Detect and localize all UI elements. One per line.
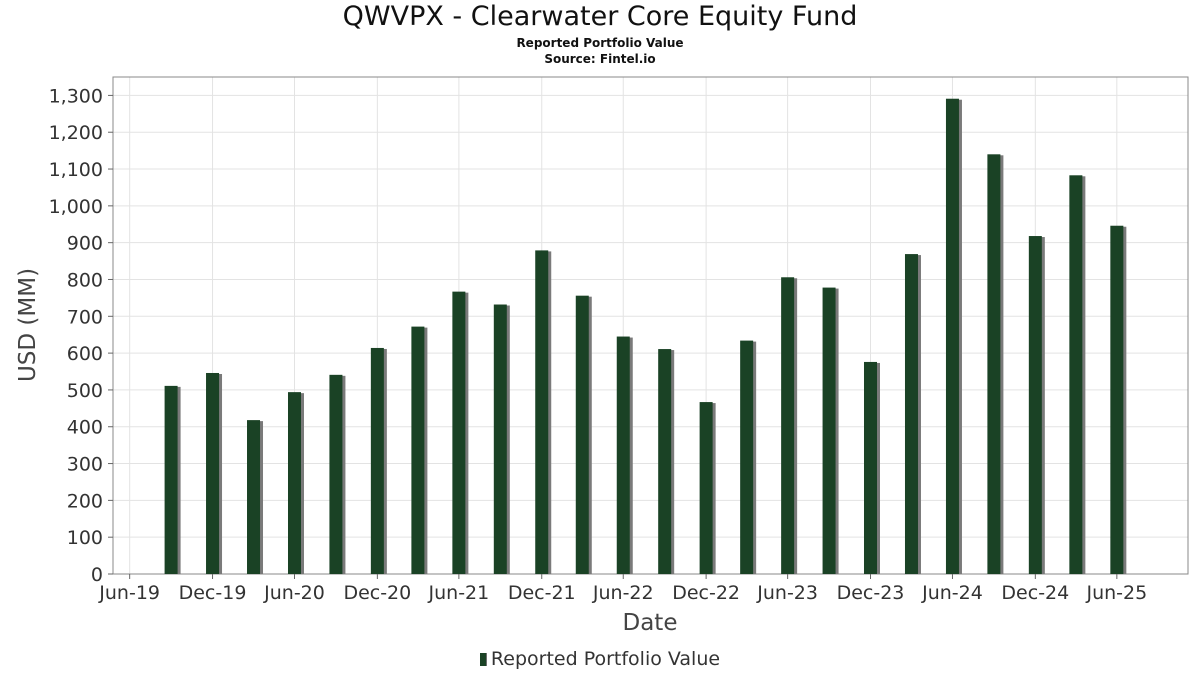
y-tick-label: 600 (67, 343, 103, 365)
legend-label: Reported Portfolio Value (490, 648, 721, 670)
bar (535, 250, 549, 575)
chart-subtitle: Reported Portfolio Value (516, 36, 684, 50)
chart-title: QWVPX - Clearwater Core Equity Fund (342, 1, 858, 32)
bar (452, 291, 466, 574)
y-tick-label: 1,000 (49, 196, 103, 218)
y-tick-label: 800 (67, 269, 103, 291)
y-tick-label: 100 (67, 527, 103, 549)
y-tick-label: 0 (91, 564, 103, 586)
y-axis-title: USD (MM) (15, 268, 41, 382)
x-tick-label: Dec-21 (508, 582, 576, 604)
bar (987, 154, 1001, 575)
x-axis-title: Date (623, 610, 678, 636)
bars (164, 98, 1127, 575)
bar (699, 402, 713, 574)
x-axis-ticks: Jun-19 Dec-19 Jun-20 Dec-20 Jun-21 Dec-21 Jun-… (98, 574, 1147, 604)
y-tick-label: 900 (67, 233, 103, 255)
bar (740, 340, 754, 574)
bar (287, 392, 301, 574)
bar (206, 372, 220, 574)
x-tick-label: Jun-20 (263, 582, 325, 604)
y-tick-label: 200 (67, 490, 103, 512)
bar (411, 326, 425, 574)
bar-chart: 0 100 200 300 400 500 600 700 800 900 1,000 1,100 1,… (15, 76, 1189, 636)
bar (247, 420, 261, 574)
bar (904, 254, 918, 574)
bar (575, 295, 589, 574)
x-tick-label: Dec-22 (672, 582, 740, 604)
x-tick-label: Jun-25 (1085, 582, 1147, 604)
bar (863, 361, 877, 574)
plot-frame (112, 76, 1189, 575)
bar (945, 98, 959, 575)
bar (164, 385, 178, 574)
bar (1110, 225, 1124, 574)
legend-swatch (479, 653, 487, 666)
y-tick-label: 1,100 (49, 159, 103, 181)
x-tick-label: Jun-21 (428, 582, 490, 604)
chart-source: Source: Fintel.io (544, 52, 656, 66)
y-tick-label: 700 (67, 306, 103, 328)
y-tick-label: 500 (67, 380, 103, 402)
bar (781, 277, 795, 574)
bar (493, 304, 507, 574)
y-axis-ticks: 0 100 200 300 400 500 600 700 800 900 1,000 1,100 1,… (49, 85, 113, 586)
y-tick-label: 1,300 (49, 85, 103, 107)
y-tick-label: 400 (67, 417, 103, 439)
x-tick-label: Dec-19 (179, 582, 247, 604)
x-tick-label: Dec-20 (343, 582, 411, 604)
y-tick-label: 300 (67, 454, 103, 476)
bar (370, 347, 384, 574)
bar (329, 374, 343, 574)
bar (1028, 236, 1042, 575)
bar (616, 336, 630, 574)
x-tick-label: Jun-22 (592, 582, 654, 604)
bar (822, 287, 836, 574)
x-tick-label: Jun-23 (756, 582, 818, 604)
bar (1069, 175, 1083, 574)
y-tick-label: 1,200 (49, 122, 103, 144)
x-tick-label: Dec-24 (1001, 582, 1069, 604)
x-tick-label: Jun-19 (98, 582, 160, 604)
legend: Reported Portfolio Value (0, 648, 1200, 670)
x-tick-label: Dec-23 (837, 582, 905, 604)
x-tick-label: Jun-24 (921, 582, 983, 604)
bar (658, 349, 672, 574)
grid-lines (113, 77, 1188, 575)
